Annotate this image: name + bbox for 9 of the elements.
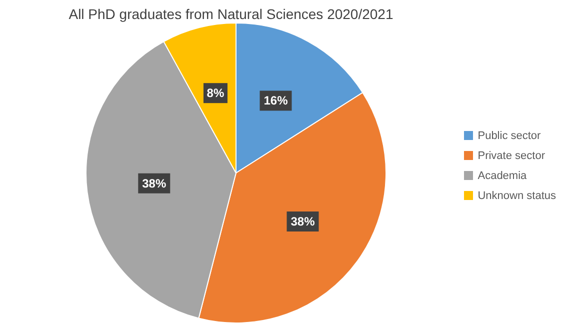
data-label: 8% <box>206 86 224 100</box>
legend-label: Academia <box>478 168 527 184</box>
legend-label: Public sector <box>478 128 541 144</box>
chart-title: All PhD graduates from Natural Sciences 2020/2021 <box>68 6 394 22</box>
legend-label: Unknown status <box>478 188 556 204</box>
data-label: 38% <box>142 176 166 190</box>
data-label: 16% <box>264 94 288 108</box>
legend-label: Private sector <box>478 148 545 164</box>
data-label: 38% <box>290 214 316 228</box>
